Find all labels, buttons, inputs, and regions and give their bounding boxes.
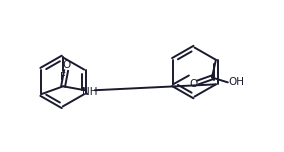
Text: O: O [189, 79, 197, 89]
Text: F: F [60, 72, 66, 82]
Text: OH: OH [229, 77, 245, 87]
Text: NH: NH [82, 87, 98, 97]
Text: O: O [62, 60, 70, 70]
